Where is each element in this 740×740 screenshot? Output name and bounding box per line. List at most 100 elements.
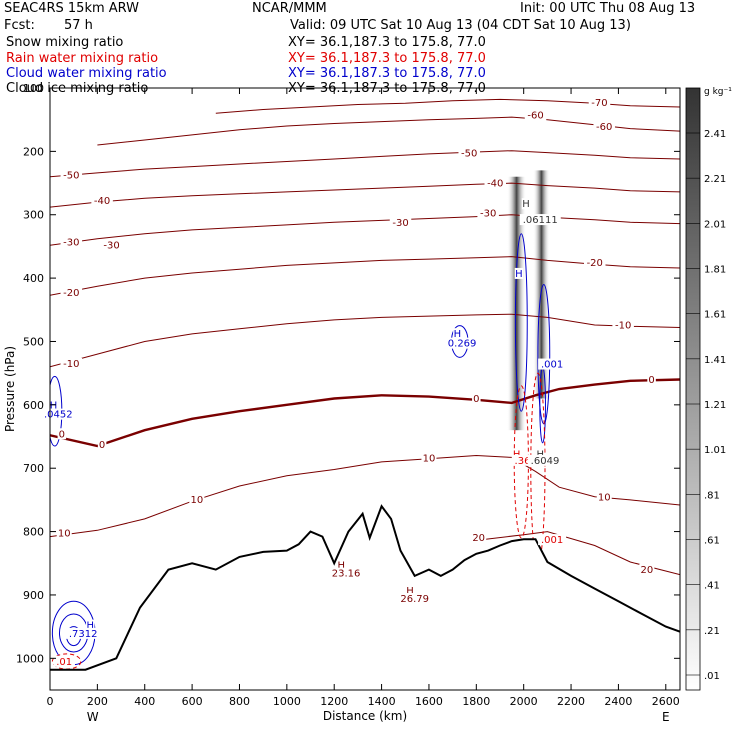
x-tick-label: 400 bbox=[134, 695, 155, 708]
temperature-label: -20 bbox=[63, 288, 79, 299]
x-tick-label: 2400 bbox=[604, 695, 632, 708]
temperature-label: -10 bbox=[63, 359, 79, 370]
field-xy-cloud-water: XY= 36.1,187.3 to 175.8, 77.0 bbox=[288, 66, 486, 81]
terrain-fill bbox=[50, 506, 680, 690]
terrain-max-label-bg bbox=[397, 593, 432, 605]
temperature-label-bg bbox=[612, 319, 634, 331]
field-name-cloud-water: Cloud water mixing ratio bbox=[6, 66, 167, 81]
temperature-label: -30 bbox=[63, 237, 79, 248]
snow-ice-label: .06111 bbox=[523, 215, 558, 226]
temperature-label: -60 bbox=[527, 111, 543, 122]
terrain-max-label: H bbox=[338, 560, 346, 571]
y-tick-label: 800 bbox=[23, 526, 44, 539]
x-tick-label: 1400 bbox=[368, 695, 396, 708]
temperature-label-bg bbox=[421, 452, 437, 464]
org-label: NCAR/MMM bbox=[252, 1, 327, 16]
rain-water-label-bg bbox=[511, 454, 534, 466]
rain-water-label-bg bbox=[538, 534, 567, 546]
y-tick-label: 200 bbox=[23, 145, 44, 158]
temperature-contour bbox=[485, 531, 680, 576]
terrain-max-label-bg bbox=[337, 559, 346, 571]
rain-water-label: .001 bbox=[541, 535, 563, 546]
east-label: E bbox=[662, 710, 670, 724]
y-tick-label: 500 bbox=[23, 335, 44, 348]
temperature-label: -50 bbox=[63, 171, 79, 182]
temperature-contour bbox=[50, 454, 680, 538]
x-tick-label: 1000 bbox=[273, 695, 301, 708]
temperature-label: 20 bbox=[640, 565, 653, 576]
temperature-label: 20 bbox=[472, 533, 485, 544]
colorbar-unit: g kg⁻¹ bbox=[704, 87, 732, 97]
colorbar-label: .01 bbox=[704, 671, 720, 682]
snow-ice-label-bg bbox=[527, 454, 563, 466]
mixing-ratio-shading bbox=[507, 170, 550, 431]
temperature-label: -70 bbox=[591, 98, 607, 109]
temperature-label-bg bbox=[60, 286, 83, 298]
colorbar-label: .41 bbox=[704, 581, 720, 592]
temperature-label: -10 bbox=[615, 320, 631, 331]
temperature-label-bg bbox=[97, 439, 107, 451]
temperature-label-bg bbox=[189, 494, 205, 506]
x-tick-label: 1800 bbox=[462, 695, 490, 708]
x-tick-label: 2200 bbox=[557, 695, 585, 708]
y-tick-label: 100 bbox=[23, 82, 44, 95]
temperature-label-bg bbox=[471, 532, 487, 544]
cloud-water-label: H bbox=[86, 621, 94, 632]
rain-water-label: .36 bbox=[515, 456, 531, 467]
x-tick-label: 200 bbox=[87, 695, 108, 708]
cloud-water-label-bg bbox=[65, 627, 101, 639]
colorbar-label: 2.21 bbox=[704, 174, 726, 185]
plot-frame bbox=[49, 87, 681, 691]
temperature-label: 0 bbox=[473, 394, 479, 405]
y-tick-label: 300 bbox=[23, 209, 44, 222]
temperature-label: -50 bbox=[461, 149, 477, 160]
cloud-water-label: 0.269 bbox=[448, 339, 477, 350]
cloud-water-label-bg bbox=[444, 337, 480, 349]
temperature-label: 0 bbox=[648, 375, 654, 386]
y-axis-title: Pressure (hPa) bbox=[3, 346, 17, 432]
cloud-water-label: H bbox=[50, 401, 58, 412]
snow-ice-label-bg bbox=[521, 198, 531, 210]
colorbar-label: .81 bbox=[704, 490, 720, 501]
colorbar-label: 1.61 bbox=[704, 310, 726, 321]
x-tick-label: 2000 bbox=[510, 695, 538, 708]
snow-ice-label-bg bbox=[536, 448, 545, 460]
temperature-label: 10 bbox=[423, 453, 436, 464]
temperature-label-bg bbox=[583, 257, 606, 269]
colorbar-label: .21 bbox=[704, 626, 720, 637]
temperature-label-bg bbox=[57, 428, 67, 440]
temperature-label-bg bbox=[91, 195, 113, 207]
temperature-label-bg bbox=[472, 392, 481, 404]
temperature-label-bg bbox=[56, 527, 72, 539]
field-xy-rain: XY= 36.1,187.3 to 175.8, 77.0 bbox=[288, 51, 486, 66]
temperature-label: -20 bbox=[587, 258, 603, 269]
colorbar: g kg⁻¹ 2.41 2.21 2.01 1.81 1.61 1.41 1.21 1.01.… bbox=[685, 87, 732, 691]
terrain-max-label-bg bbox=[328, 567, 364, 579]
west-label: W bbox=[87, 710, 99, 724]
colorbar-label: 2.01 bbox=[704, 219, 726, 230]
x-tick-label: 1200 bbox=[320, 695, 348, 708]
temperature-contour bbox=[50, 313, 680, 368]
terrain-max-label-bg bbox=[405, 584, 415, 596]
field-name-snow: Snow mixing ratio bbox=[6, 35, 124, 50]
temperature-contour bbox=[50, 214, 680, 246]
axes: 0 200 400 600 800 1000 1200 1400 1600 1800 2000 220… bbox=[3, 82, 680, 724]
y-tick-label: 900 bbox=[23, 589, 44, 602]
x-tick-label: 2600 bbox=[652, 695, 680, 708]
colorbar-label: 1.81 bbox=[704, 265, 726, 276]
temperature-contour bbox=[50, 182, 680, 208]
temperature-label-bg bbox=[593, 120, 615, 132]
temperature-label-bg bbox=[389, 217, 412, 229]
x-tick-label: 0 bbox=[47, 695, 54, 708]
rain-water-label: .01 bbox=[56, 657, 72, 668]
cloud-water-label: .7312 bbox=[69, 629, 98, 640]
y-tick-label: 700 bbox=[23, 462, 44, 475]
snow-ice-label: .6049 bbox=[531, 456, 560, 467]
model-title: SEAC4RS 15km ARW bbox=[4, 1, 140, 16]
temperature-label-bg bbox=[458, 147, 480, 159]
init-time: Init: 00 UTC Thu 08 Aug 13 bbox=[520, 1, 696, 16]
snow-ice-shading bbox=[507, 176, 527, 431]
temperature-contour bbox=[50, 150, 680, 178]
terrain-max-label: 26.79 bbox=[400, 594, 429, 605]
